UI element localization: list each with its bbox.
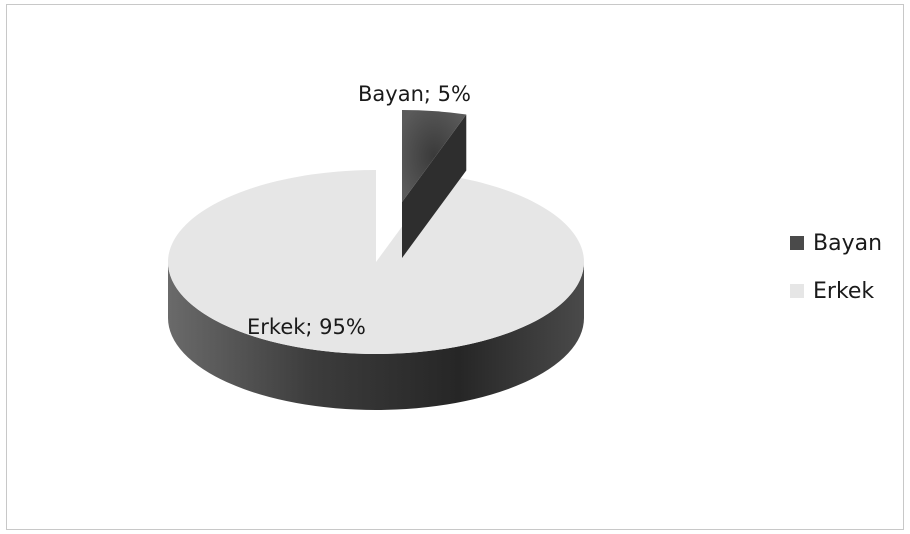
legend-swatch-bayan <box>790 236 804 250</box>
legend-label-erkek: Erkek <box>813 278 875 304</box>
legend: Bayan Erkek <box>790 226 882 322</box>
data-label-bayan: Bayan; 5% <box>358 82 471 106</box>
pie-slice-bayan <box>402 110 467 202</box>
legend-item-bayan: Bayan <box>790 226 882 260</box>
legend-item-erkek: Erkek <box>790 274 882 308</box>
legend-label-bayan: Bayan <box>813 230 883 256</box>
data-label-erkek: Erkek; 95% <box>247 315 366 339</box>
pie-cut-face-bayan <box>402 114 467 258</box>
pie-slice-erkek <box>167 170 584 355</box>
legend-swatch-erkek <box>790 284 804 298</box>
pie-side-erkek <box>168 262 584 410</box>
